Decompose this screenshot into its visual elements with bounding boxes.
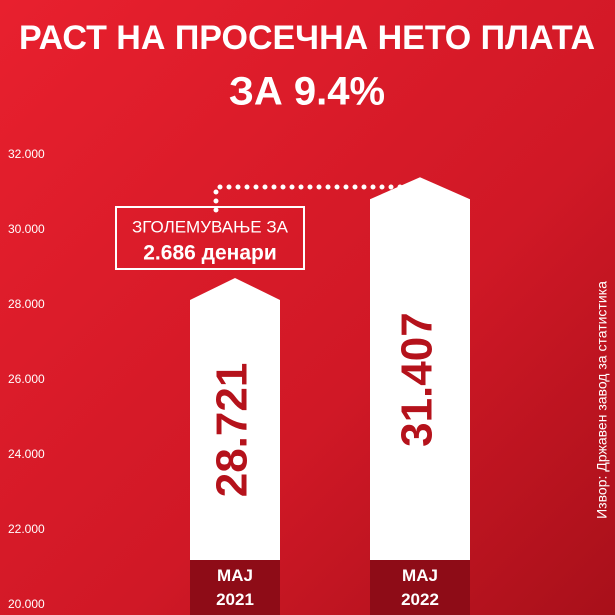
bar bbox=[190, 277, 280, 560]
source: Извор: Државен завод за статистика bbox=[594, 281, 610, 519]
connector bbox=[213, 184, 424, 228]
y-tick-label: 20.000 bbox=[8, 597, 45, 611]
chart-subtitle: ЗА 9.4% bbox=[229, 70, 385, 114]
y-tick-label: 30.000 bbox=[8, 222, 45, 236]
y-tick-label: 22.000 bbox=[8, 522, 45, 536]
y-tick-label: 24.000 bbox=[8, 447, 45, 461]
annotation-line: 2.686 денари bbox=[143, 242, 277, 265]
bar bbox=[370, 177, 470, 561]
category-box bbox=[190, 560, 280, 615]
y-tick-label: 32.000 bbox=[8, 147, 45, 161]
y-tick-label: 26.000 bbox=[8, 372, 45, 386]
value-label: 28.721 bbox=[208, 363, 257, 498]
x-tick-label: МАЈ 2021 bbox=[216, 566, 254, 609]
y-tick-label: 28.000 bbox=[8, 297, 45, 311]
x-tick-label: МАЈ 2022 bbox=[401, 566, 439, 609]
chart-title: РАСТ НА ПРОСЕЧНА НЕТО ПЛАТА bbox=[19, 19, 595, 57]
annotation-box bbox=[115, 206, 305, 270]
value-label: 31.407 bbox=[393, 312, 442, 447]
category-box bbox=[370, 560, 470, 615]
annotation-line: ЗГОЛЕМУВАЊЕ ЗА bbox=[132, 217, 289, 236]
